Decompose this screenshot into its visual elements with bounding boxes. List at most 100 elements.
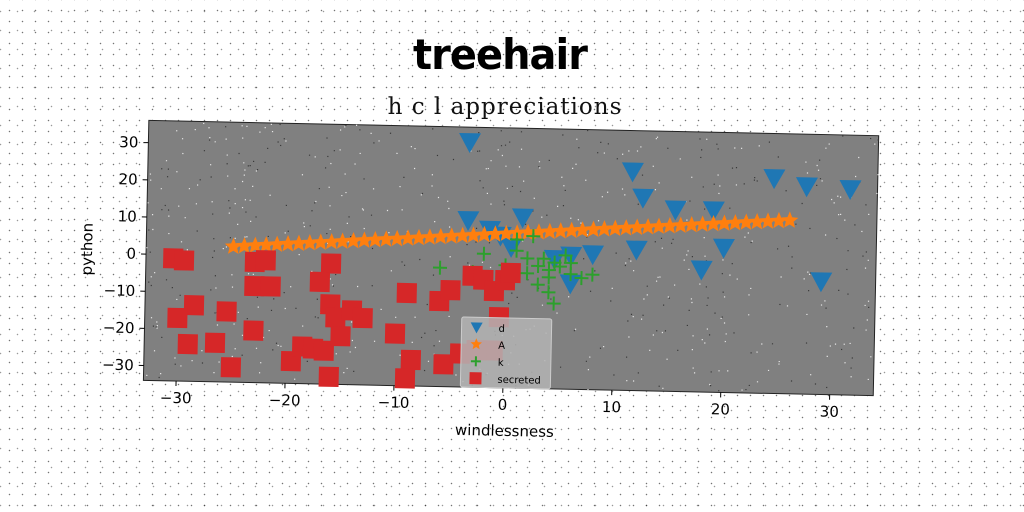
data-point-plus [546, 296, 561, 311]
data-point-triangle-down [712, 238, 735, 259]
data-point-plus [520, 266, 535, 281]
data-point-star [486, 225, 504, 242]
data-point-star [759, 212, 777, 229]
data-point-square [167, 307, 188, 329]
data-point-star [606, 219, 624, 237]
data-point-square [500, 262, 521, 284]
data-point-star [475, 225, 493, 243]
legend-label: k [498, 358, 504, 369]
y-tick-label: −30 [102, 356, 134, 375]
data-point-star [497, 224, 515, 242]
data-point-star [464, 226, 482, 243]
y-axis-label: python [78, 223, 97, 276]
data-point-plus [432, 260, 448, 275]
data-point-star [574, 221, 592, 238]
legend-label: A [498, 341, 505, 352]
data-point-triangle-down [511, 208, 534, 229]
data-point-square [220, 357, 242, 378]
data-point-star [519, 223, 537, 241]
data-point-triangle-down [625, 240, 648, 261]
data-point-star [355, 231, 373, 248]
data-point-plus [558, 248, 573, 263]
y-tick-label: 20 [118, 170, 137, 188]
data-point-star [672, 216, 690, 233]
data-point-star [693, 215, 712, 232]
data-point-square [352, 307, 373, 329]
data-point-star [421, 228, 439, 245]
data-point-star [268, 235, 286, 252]
data-point-square [260, 276, 281, 297]
data-point-star [563, 221, 581, 239]
data-point-star [279, 235, 297, 252]
data-point-square [183, 295, 205, 316]
data-point-plus [531, 258, 546, 274]
data-point-star [704, 214, 722, 232]
data-point-star [781, 211, 799, 228]
data-point-star [639, 218, 657, 235]
data-point-triangle-down [763, 169, 786, 190]
data-point-square [440, 279, 461, 301]
data-point-triangle-down [839, 179, 862, 200]
legend-label: secreted [497, 375, 541, 387]
data-point-star [508, 224, 526, 241]
data-point-star [748, 212, 766, 230]
data-point-star [377, 230, 395, 247]
data-point-triangle-down [582, 245, 605, 266]
x-tick-label: 10 [602, 398, 621, 416]
data-point-star [290, 234, 308, 251]
legend-marker [470, 322, 483, 334]
data-point-plus [574, 271, 589, 286]
y-tick-label: 30 [119, 133, 138, 151]
data-point-square [204, 332, 226, 354]
chart-title: treehair [413, 30, 588, 79]
legend-marker [470, 338, 482, 350]
data-point-star [453, 226, 472, 244]
data-point-star [344, 232, 363, 249]
x-tick-label: −30 [160, 389, 192, 408]
data-point-star [595, 220, 613, 237]
data-point-square [177, 333, 198, 355]
data-point-star [323, 232, 341, 250]
x-axis-label: windlessness [455, 421, 554, 441]
data-point-star [257, 236, 275, 253]
legend-box [459, 316, 553, 390]
data-point-star [235, 237, 253, 254]
legend-label: d [498, 324, 505, 335]
data-point-plus [526, 229, 541, 244]
data-point-star [737, 213, 755, 230]
data-point-star [584, 220, 603, 238]
data-point-star [224, 237, 242, 255]
data-point-star [366, 230, 384, 248]
data-point-triangle-down [459, 132, 482, 153]
y-tick-label: 0 [126, 245, 136, 263]
data-point-star [541, 222, 559, 240]
data-point-triangle-down [690, 260, 713, 281]
data-point-square [394, 368, 416, 389]
data-point-square [320, 253, 342, 274]
data-point-star [312, 233, 330, 250]
data-point-plus [585, 267, 600, 282]
data-point-star [301, 234, 319, 251]
data-point-plus [541, 262, 556, 277]
legend-marker [469, 372, 482, 385]
data-point-square [433, 354, 454, 375]
data-point-star [715, 214, 733, 231]
data-point-star [770, 211, 788, 229]
data-point-triangle-down [810, 272, 833, 293]
data-point-triangle-down [702, 201, 725, 222]
data-point-triangle-down [621, 162, 644, 183]
data-point-square [318, 366, 339, 388]
data-point-star [443, 227, 461, 244]
data-point-star [683, 215, 701, 233]
data-point-square [396, 282, 417, 304]
chart-subtitle: h c l appreciations [387, 94, 623, 120]
data-point-star [410, 228, 428, 246]
data-point-square [313, 340, 335, 361]
y-tick-label: −20 [103, 318, 135, 337]
data-point-plus [509, 232, 524, 247]
data-point-star [617, 219, 635, 236]
data-point-square [255, 250, 276, 271]
x-tick-label: 0 [498, 396, 508, 414]
y-tick-label: 10 [118, 207, 137, 225]
